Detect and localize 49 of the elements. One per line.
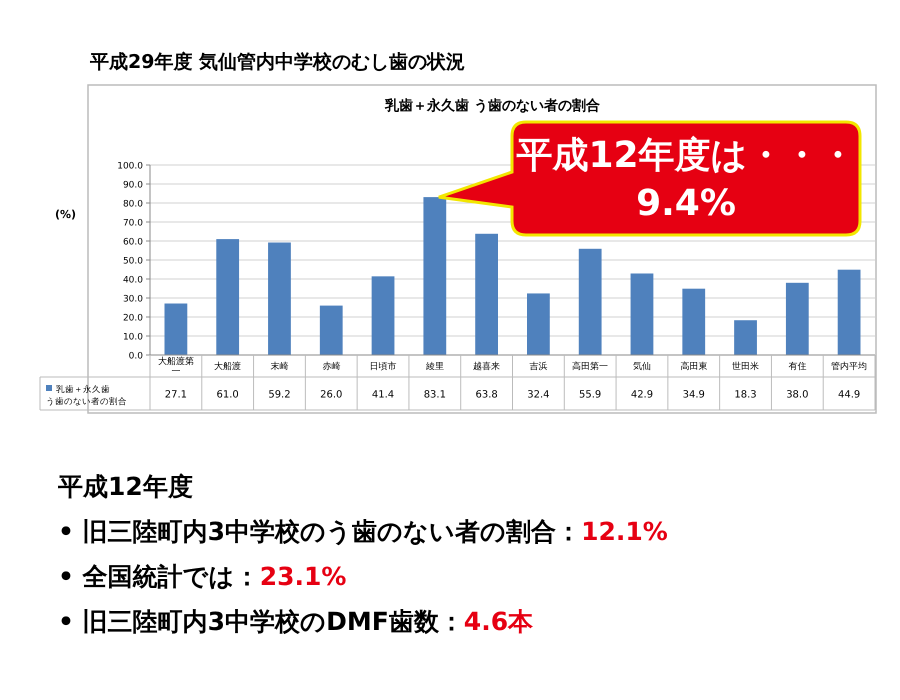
x-tick-label: 高田東 [680, 361, 708, 372]
y-tick-label: 0.0 [128, 352, 144, 362]
x-tick-label: 大船渡第一 [158, 356, 194, 377]
text: • 旧三陸町内3中学校のう歯のない者の割合：12.1% [58, 517, 668, 546]
data-label: 26.0 [320, 390, 342, 400]
data-label: 44.9 [838, 390, 860, 400]
y-tick-label: 60.0 [122, 238, 144, 248]
x-tick-label: 大船渡 [214, 361, 242, 372]
data-label: 38.0 [786, 390, 808, 400]
data-label: 32.4 [527, 390, 550, 400]
y-axis-title: (%) [55, 208, 76, 221]
text: • 旧三陸町内3中学校のDMF歯数：4.6本 [58, 607, 534, 636]
data-label: 61.0 [216, 390, 239, 400]
data-label: 42.9 [630, 390, 654, 400]
y-tick-label: 40.0 [122, 276, 144, 286]
y-tick-label: 70.0 [122, 218, 144, 228]
text: • 全国統計では：23.1% [58, 562, 346, 591]
x-tick-label: 管内平均 [831, 361, 868, 372]
x-tick-label: 吉浜 [529, 361, 548, 372]
data-label: 27.1 [164, 390, 188, 400]
x-tick-label: 末崎 [270, 361, 288, 372]
y-tick-label: 10.0 [122, 332, 144, 342]
text: 平成12年度 [57, 472, 193, 501]
x-tick-label: 世田米 [732, 361, 760, 372]
data-label: 34.9 [682, 390, 705, 400]
y-tick-label: 90.0 [122, 180, 144, 190]
x-tick-label: 有住 [788, 361, 806, 372]
data-label: 59.2 [268, 390, 291, 400]
data-label: 18.3 [734, 390, 757, 400]
chart-subtitle: 乳歯＋永久歯 う歯のない者の割合 [384, 97, 600, 114]
y-tick-label: 20.0 [122, 314, 144, 324]
x-tick-label: 綾里 [424, 361, 444, 372]
y-tick-label: 100.0 [117, 162, 144, 172]
chart-title: 平成29年度 気仙管内中学校のむし歯の状況 [89, 51, 466, 73]
callout: 平成12年度は・・・ 9.4% [437, 120, 862, 236]
data-label: 41.4 [372, 390, 394, 400]
annotation: 平成12年度は・・・ 9.4% [516, 135, 856, 224]
x-tick-label: 越喜来 [473, 361, 500, 372]
data-label: 83.1 [424, 390, 446, 400]
x-tick-label: 赤崎 [322, 361, 340, 372]
y-tick-label: 50.0 [122, 256, 144, 266]
x-tick-label: 日頃市 [370, 361, 397, 372]
x-tick-label: 気仙 [632, 361, 651, 372]
x-tick-label: 高田第一 [572, 361, 608, 372]
y-tick-label: 80.0 [122, 200, 144, 210]
data-label: 63.8 [475, 390, 498, 400]
y-tick-label: 30.0 [122, 294, 144, 304]
legend-label: 乳歯＋永久歯う歯のない者の割合 [46, 384, 127, 407]
data-label: 55.9 [579, 390, 602, 400]
